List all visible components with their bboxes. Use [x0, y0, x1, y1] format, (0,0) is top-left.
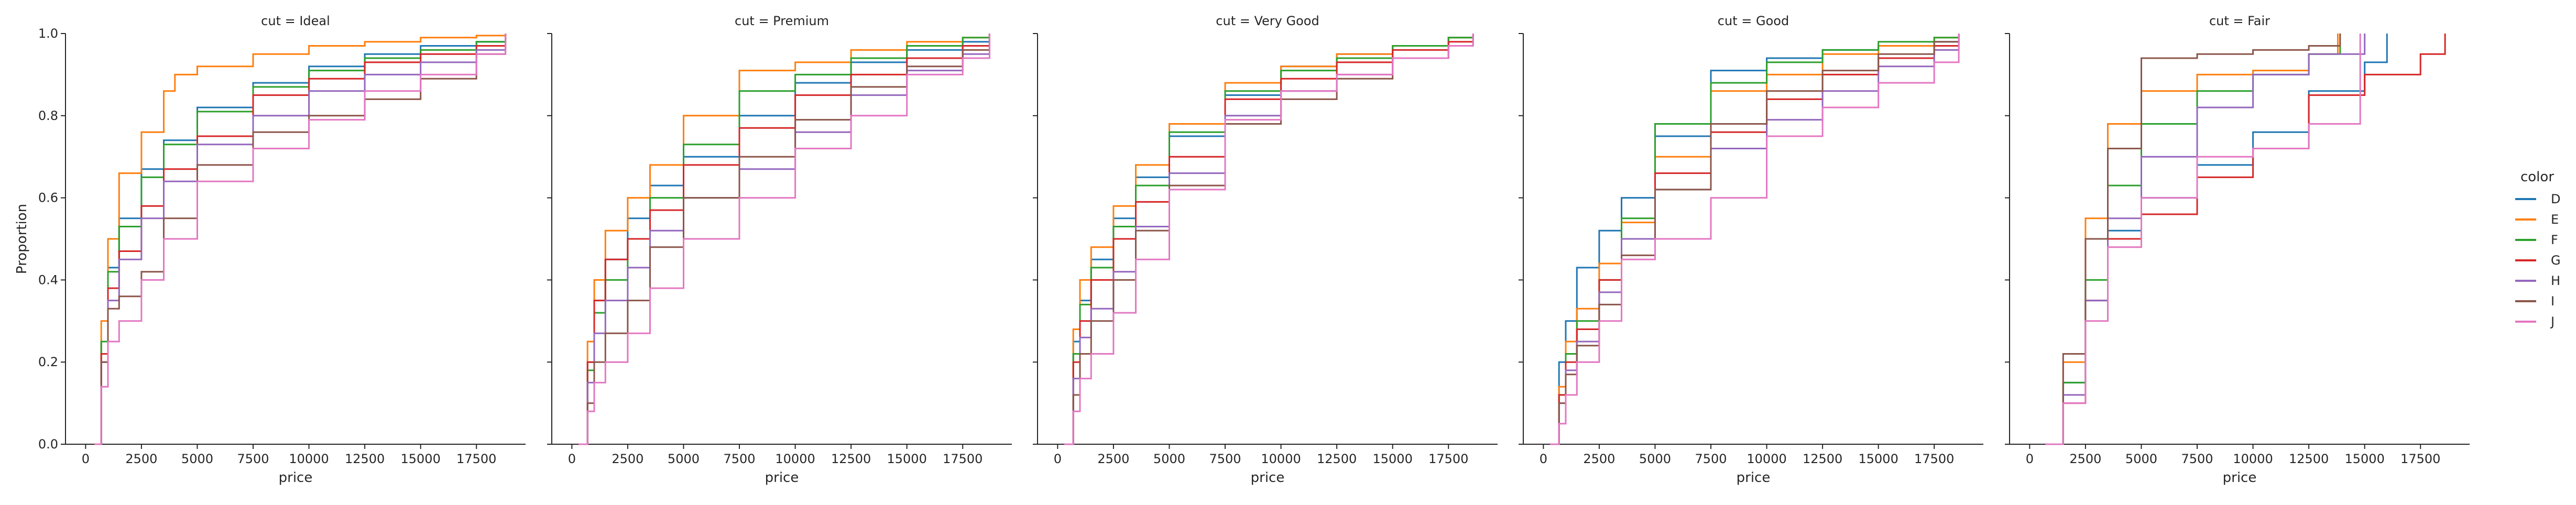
ecdf-line-J	[1550, 34, 1960, 445]
x-tick-label: 17500	[2400, 452, 2440, 466]
ecdf-line-G	[94, 34, 507, 445]
ecdf-line-H	[2045, 34, 2366, 445]
y-tick-label: 0.0	[38, 437, 58, 452]
x-tick-label: 0	[1540, 452, 1547, 466]
x-tick-label: 5000	[1639, 452, 1671, 466]
facet-title: cut = Good	[1718, 14, 1789, 28]
ecdf-line-G	[1550, 34, 1960, 445]
ecdf-line-F	[1550, 34, 1960, 445]
legend-label: I	[2551, 294, 2555, 309]
ecdf-line-F	[94, 34, 507, 445]
x-axis-label: price	[765, 470, 799, 486]
x-axis-label: price	[2223, 470, 2257, 486]
y-tick-label: 0.8	[38, 108, 58, 123]
x-tick-label: 15000	[1859, 452, 1898, 466]
x-tick-label: 7500	[1209, 452, 1241, 466]
y-axis-label: Proportion	[14, 204, 30, 274]
x-tick-label: 12500	[2289, 452, 2329, 466]
y-tick-label: 1.0	[38, 26, 58, 41]
ecdf-line-J	[578, 34, 990, 445]
x-tick-label: 17500	[943, 452, 983, 466]
x-tick-label: 17500	[1914, 452, 1954, 466]
legend-label: D	[2551, 192, 2560, 206]
legend-title: color	[2520, 169, 2554, 185]
x-tick-label: 0	[82, 452, 90, 466]
x-axis-label: price	[1737, 470, 1771, 486]
x-tick-label: 17500	[456, 452, 496, 466]
x-tick-label: 15000	[1373, 452, 1413, 466]
x-tick-label: 2500	[1097, 452, 1129, 466]
x-tick-label: 5000	[181, 452, 213, 466]
ecdf-line-J	[2045, 34, 2361, 445]
facet-title: cut = Fair	[2209, 14, 2270, 28]
x-tick-label: 10000	[2233, 452, 2273, 466]
legend-label: F	[2551, 233, 2558, 247]
x-tick-label: 7500	[1695, 452, 1727, 466]
facet-title: cut = Very Good	[1216, 14, 1319, 28]
x-tick-label: 10000	[289, 452, 329, 466]
y-tick-label: 0.2	[38, 355, 58, 369]
x-tick-label: 10000	[1261, 452, 1301, 466]
x-tick-label: 2500	[2069, 452, 2101, 466]
x-tick-label: 15000	[887, 452, 926, 466]
x-tick-label: 7500	[237, 452, 269, 466]
legend-label: E	[2551, 212, 2559, 227]
facet-panel: cut = Premium 0 2500 5000 7500 10000 12500 1500…	[547, 14, 1012, 486]
ecdf-line-I	[578, 34, 990, 445]
x-axis-label: price	[1251, 470, 1285, 486]
facet-panel: cut = Very Good 0 2500 5000 7500 10000 12500 15…	[1033, 14, 1498, 486]
ecdf-line-E	[578, 34, 990, 445]
facet-panel: cut = Good 0 2500 5000 7500 10000 12500 15000 17…	[1519, 14, 1983, 486]
x-tick-label: 10000	[775, 452, 815, 466]
x-tick-label: 12500	[831, 452, 871, 466]
x-tick-label: 0	[1054, 452, 1062, 466]
ecdf-line-G	[578, 34, 990, 445]
legend-label: H	[2551, 273, 2560, 288]
ecdf-line-H	[94, 34, 507, 445]
x-tick-label: 12500	[345, 452, 385, 466]
x-tick-label: 2500	[612, 452, 643, 466]
x-tick-label: 12500	[1803, 452, 1842, 466]
x-tick-label: 2500	[1583, 452, 1615, 466]
x-tick-label: 10000	[1747, 452, 1786, 466]
x-tick-label: 15000	[2345, 452, 2385, 466]
y-tick-label: 0.6	[38, 191, 58, 205]
ecdf-line-J	[1064, 34, 1474, 445]
x-tick-label: 7500	[723, 452, 755, 466]
x-tick-label: 15000	[400, 452, 440, 466]
x-axis-label: price	[279, 470, 313, 486]
x-tick-label: 2500	[125, 452, 157, 466]
facet-title: cut = Premium	[735, 14, 829, 28]
x-tick-label: 0	[568, 452, 576, 466]
x-tick-label: 5000	[668, 452, 700, 466]
legend-label: J	[2550, 314, 2555, 329]
ecdf-line-H	[1550, 34, 1960, 445]
legend-label: G	[2551, 253, 2561, 268]
facet-panel: cut = Ideal 0.0 0.2 0.4 0.6 0.8 1.0 0 2500 5000 75…	[14, 14, 526, 486]
ecdf-line-D	[1550, 34, 1960, 445]
ecdf-line-I	[2045, 34, 2341, 445]
ecdf-line-F	[1064, 34, 1474, 445]
x-tick-label: 5000	[2125, 452, 2157, 466]
x-tick-label: 7500	[2181, 452, 2213, 466]
ecdf-line-E	[94, 34, 507, 445]
ecdf-line-G	[1064, 34, 1474, 445]
x-tick-label: 17500	[1428, 452, 1468, 466]
x-tick-label: 0	[2026, 452, 2034, 466]
x-tick-label: 12500	[1317, 452, 1357, 466]
facet-title: cut = Ideal	[261, 14, 330, 28]
y-tick-label: 0.4	[38, 272, 58, 287]
ecdf-line-J	[94, 34, 507, 445]
ecdf-line-I	[1550, 34, 1960, 445]
ecdf-line-E	[1550, 34, 1960, 445]
x-tick-label: 5000	[1153, 452, 1185, 466]
facet-panel: cut = Fair 0 2500 5000 7500 10000 12500 15000 17…	[2005, 14, 2470, 486]
